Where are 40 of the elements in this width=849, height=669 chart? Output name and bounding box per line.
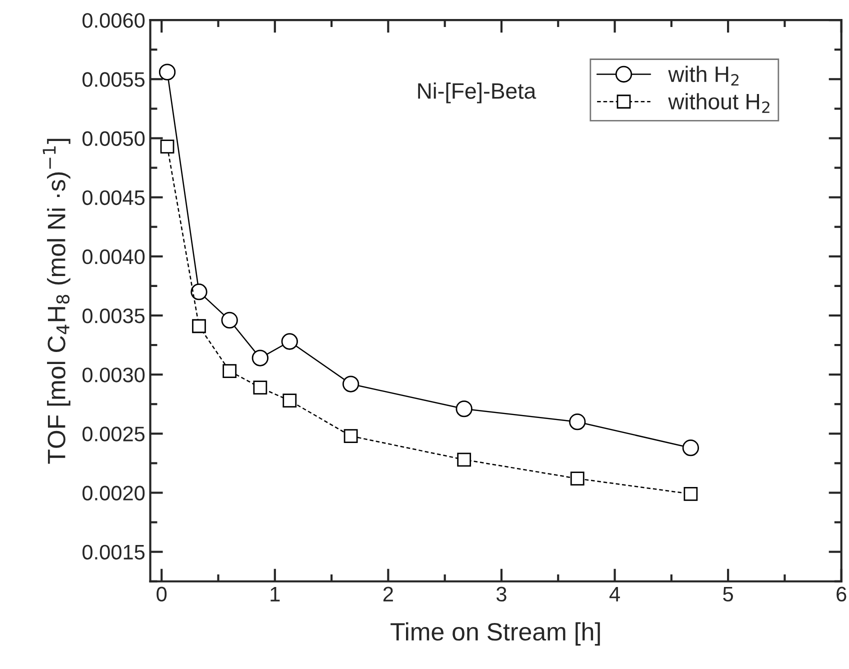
y-tick-label: 0.0060 bbox=[82, 13, 145, 28]
y-tick-label: 0.0015 bbox=[82, 544, 145, 560]
point bbox=[190, 284, 208, 300]
point bbox=[252, 350, 268, 366]
point bbox=[222, 364, 237, 378]
point bbox=[253, 380, 268, 395]
x-tick-label: 1 bbox=[270, 586, 280, 602]
point bbox=[569, 414, 586, 430]
point bbox=[684, 486, 698, 501]
point bbox=[344, 429, 358, 443]
point bbox=[282, 394, 297, 408]
x-tick-label: 2 bbox=[383, 586, 393, 602]
y-tick-label: 0.0030 bbox=[82, 368, 145, 382]
point bbox=[192, 319, 206, 334]
legend-label: with H$_{2}$ bbox=[668, 66, 738, 86]
point bbox=[456, 400, 472, 418]
point bbox=[221, 312, 238, 329]
point bbox=[342, 376, 360, 392]
point bbox=[682, 440, 700, 456]
point bbox=[281, 333, 298, 350]
x-tick-label: 4 bbox=[609, 586, 620, 602]
y-tick-label: 0.0020 bbox=[82, 486, 145, 500]
y-tick-label: 0.0025 bbox=[82, 426, 145, 442]
y-tick-label: 0.0055 bbox=[82, 72, 145, 87]
x-tick-label: 3 bbox=[496, 586, 506, 602]
point bbox=[457, 452, 472, 467]
point bbox=[158, 64, 176, 80]
point bbox=[160, 140, 174, 154]
annotation: Ni-[Fe]-Beta bbox=[418, 82, 536, 104]
y-tick-label: 0.0050 bbox=[82, 131, 145, 146]
x-tick-label: 0 bbox=[156, 586, 167, 602]
x-axis-title: Time on Stream [h] bbox=[390, 622, 600, 646]
point bbox=[570, 472, 584, 486]
legend-label: without H$_{2}$ bbox=[668, 93, 770, 113]
y-tick-label: 0.0045 bbox=[82, 190, 145, 206]
y-tick-label: 0.0035 bbox=[82, 308, 145, 324]
x-tick-label: 5 bbox=[723, 586, 733, 602]
x-tick-label: 6 bbox=[836, 586, 846, 602]
y-axis-title: TOF [mol C$_{4}$H$_{8}$ (mol Ni ·s)$^{−1}$] bbox=[42, 138, 70, 464]
y-tick-label: 0.0040 bbox=[82, 249, 145, 264]
